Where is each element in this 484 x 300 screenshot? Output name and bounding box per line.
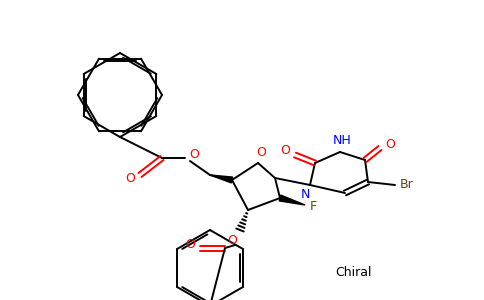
Text: O: O [185, 238, 195, 251]
Text: NH: NH [333, 134, 351, 146]
Polygon shape [279, 195, 305, 205]
Text: O: O [189, 148, 199, 160]
Text: O: O [227, 233, 237, 247]
Text: O: O [125, 172, 135, 184]
Text: O: O [256, 146, 266, 160]
Text: Chiral: Chiral [335, 266, 372, 280]
Text: F: F [309, 200, 317, 214]
Text: O: O [385, 137, 395, 151]
Polygon shape [210, 175, 233, 183]
Text: Br: Br [400, 178, 414, 191]
Text: N: N [300, 188, 310, 202]
Text: O: O [280, 145, 290, 158]
